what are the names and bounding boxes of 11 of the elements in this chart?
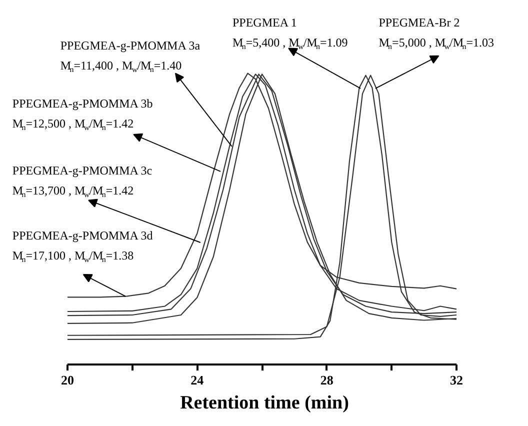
x-tick-label: 28 [320, 372, 334, 388]
x-tick-label: 32 [450, 372, 463, 388]
annotation: PPEGMEA-g-PMOMMA 3b [12, 96, 153, 110]
text: PPEGMEA 1 [232, 15, 297, 30]
x-tick-label: 20 [61, 372, 74, 388]
annotation: PPEGMEA-g-PMOMMA 3d [12, 228, 153, 242]
text: PPEGMEA-Br 2 [378, 15, 460, 30]
x-tick-label: 24 [190, 372, 204, 388]
text: PPEGMEA-g-PMOMMA 3a [60, 38, 201, 52]
x-axis-title: Retention time (min) [180, 392, 349, 414]
annotation: PPEGMEA-g-PMOMMA 3c [12, 163, 152, 178]
